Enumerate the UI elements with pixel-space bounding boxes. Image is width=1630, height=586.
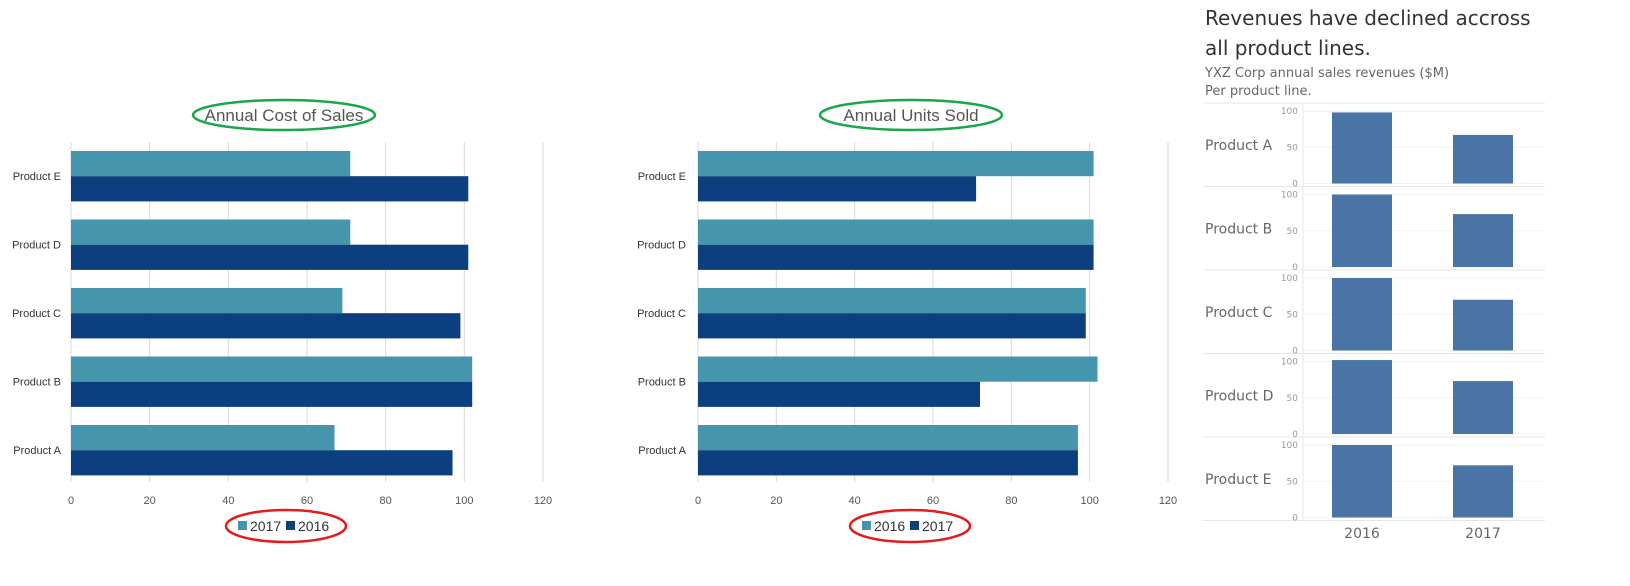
- bar-2017-product-d: [1453, 381, 1513, 434]
- bar-2016-product-c: [698, 288, 1086, 314]
- bar-2016-product-b: [71, 381, 473, 407]
- title-highlight-circle: [191, 98, 377, 132]
- x-tick-label: 40: [222, 495, 234, 507]
- y-tick-label: 0: [1292, 347, 1298, 357]
- legend-label: 2016: [874, 518, 905, 534]
- category-label: Product A: [13, 445, 61, 457]
- bar-2017-product-b: [1453, 214, 1513, 267]
- bar-2016-product-c: [1332, 278, 1392, 351]
- x-tick-label: 60: [301, 495, 313, 507]
- x-tick-label: 100: [1080, 495, 1098, 507]
- bar-2017-product-c: [71, 288, 343, 314]
- bar-2017-product-e: [71, 151, 351, 177]
- bar-2016-product-a: [698, 425, 1078, 451]
- category-label: Product C: [12, 308, 61, 320]
- bar-2016-product-a: [71, 450, 453, 476]
- legend-highlight-circle: [848, 508, 972, 544]
- x-tick-label: 20: [770, 495, 782, 507]
- bar-2017-product-c: [1453, 299, 1513, 351]
- chart-1: [70, 98, 544, 544]
- y-tick-label: 100: [1281, 274, 1298, 284]
- bar-2017-product-a: [71, 425, 335, 451]
- chart-title: Annual Units Sold: [843, 106, 978, 125]
- bar-2016-product-a: [1332, 112, 1392, 184]
- legend-label: 2017: [250, 518, 281, 534]
- y-tick-label: 50: [1287, 310, 1299, 320]
- x-tick-label: 60: [927, 495, 939, 507]
- x-tick-label: 40: [849, 495, 861, 507]
- bar-2016-product-e: [1332, 445, 1392, 518]
- bar-2016-product-e: [698, 151, 1094, 177]
- category-label: Product E: [13, 171, 61, 183]
- row-label: Product A: [1205, 138, 1273, 154]
- chart-title: Annual Cost of Sales: [205, 106, 364, 125]
- legend-swatch: [238, 521, 247, 530]
- x-tick-label: 2016: [1344, 526, 1380, 542]
- row-label: Product E: [1205, 472, 1271, 488]
- y-tick-label: 0: [1292, 430, 1298, 440]
- y-tick-label: 50: [1287, 477, 1299, 487]
- bar-2016-product-b: [698, 356, 1098, 382]
- bar-2017-product-e: [698, 176, 977, 202]
- x-tick-label: 80: [380, 495, 392, 507]
- y-tick-label: 50: [1287, 394, 1299, 404]
- category-label: Product D: [12, 240, 61, 252]
- x-tick-label: 0: [68, 495, 74, 507]
- x-tick-label: 100: [455, 495, 473, 507]
- legend-swatch: [910, 521, 919, 530]
- category-label: Product B: [638, 377, 686, 389]
- bar-2017-product-a: [1453, 134, 1513, 184]
- x-tick-label: 120: [534, 495, 552, 507]
- y-tick-label: 0: [1292, 514, 1298, 524]
- bar-2016-product-d: [698, 219, 1094, 245]
- y-tick-label: 100: [1281, 441, 1298, 451]
- y-tick-label: 100: [1281, 358, 1298, 368]
- bar-2016-product-c: [71, 313, 461, 339]
- bar-2017-product-e: [1453, 465, 1513, 518]
- bar-2016-product-d: [1332, 360, 1392, 434]
- panel-subtitle: Per product line.: [1205, 84, 1312, 99]
- x-tick-label: 2017: [1465, 526, 1501, 542]
- legend-highlight-circle: [224, 508, 348, 544]
- panel-title-line-1: Revenues have declined accross: [1205, 6, 1531, 30]
- x-tick-label: 80: [1005, 495, 1017, 507]
- y-tick-label: 50: [1287, 227, 1299, 237]
- panel-title-line-2: all product lines.: [1205, 36, 1371, 60]
- panel-subtitle: YXZ Corp annual sales revenues ($M): [1204, 66, 1449, 81]
- y-tick-label: 100: [1281, 191, 1298, 201]
- title-highlight-circle: [818, 98, 1004, 132]
- category-label: Product A: [638, 445, 686, 457]
- row-label: Product B: [1205, 222, 1272, 238]
- x-tick-label: 20: [144, 495, 156, 507]
- x-tick-label: 120: [1159, 495, 1177, 507]
- category-label: Product C: [637, 308, 686, 320]
- bar-2016-product-b: [1332, 194, 1392, 267]
- legend-label: 2016: [298, 518, 329, 534]
- row-label: Product C: [1205, 305, 1273, 321]
- y-tick-label: 100: [1281, 107, 1298, 117]
- legend-swatch: [286, 521, 295, 530]
- bar-2017-product-d: [71, 219, 351, 245]
- bar-2017-product-a: [698, 450, 1078, 476]
- chart-3: [1203, 102, 1545, 521]
- category-label: Product B: [13, 377, 61, 389]
- bar-2017-product-d: [698, 244, 1094, 270]
- bar-2017-product-b: [71, 356, 473, 382]
- x-tick-label: 0: [695, 495, 701, 507]
- chart-2: [697, 98, 1169, 544]
- legend-label: 2017: [922, 518, 953, 534]
- legend-swatch: [862, 521, 871, 530]
- row-label: Product D: [1205, 389, 1273, 405]
- category-label: Product E: [638, 171, 686, 183]
- bar-2017-product-b: [698, 381, 980, 407]
- bar-2017-product-c: [698, 313, 1086, 339]
- y-tick-label: 0: [1292, 180, 1298, 190]
- y-tick-label: 0: [1292, 263, 1298, 273]
- bar-2016-product-e: [71, 176, 469, 202]
- y-tick-label: 50: [1287, 143, 1299, 153]
- bar-2016-product-d: [71, 244, 469, 270]
- category-label: Product D: [637, 240, 686, 252]
